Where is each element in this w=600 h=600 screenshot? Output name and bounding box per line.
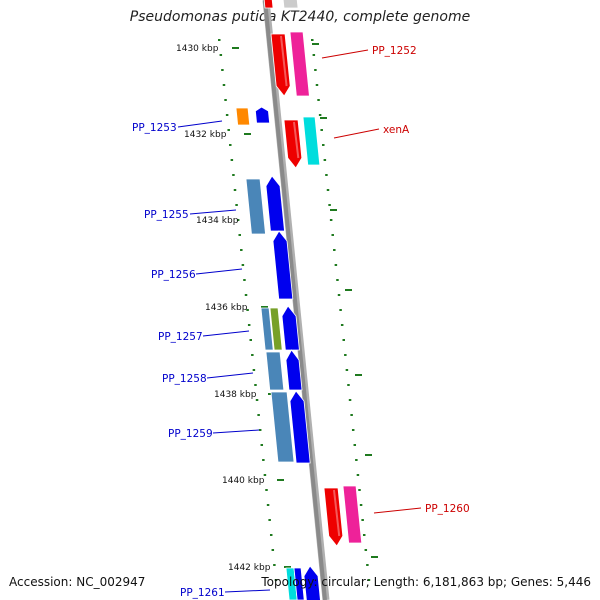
gene-bar-reverse (270, 391, 295, 463)
gene-bar (263, 0, 274, 9)
gene-arrow-reverse (303, 565, 321, 600)
gene-label-reverse: PP_1256 (151, 269, 196, 281)
gene-label-leader (212, 429, 260, 434)
gene-arrow-forward (283, 119, 303, 169)
reverse-strand-features (235, 106, 321, 600)
reverse-strand-guide (218, 39, 278, 581)
scale-tick-label: 1436 kbp (205, 303, 248, 313)
gene-bar-forward (342, 485, 363, 544)
scale-tick-label: 1432 kbp (184, 130, 227, 140)
gene-label-forward: xenA (383, 124, 410, 136)
gene-label-leader (373, 507, 422, 514)
gene-label-reverse: PP_1253 (132, 122, 177, 134)
gene-arrow-forward (323, 487, 344, 547)
gene-label-reverse: PP_1255 (144, 209, 189, 221)
forward-strand-guide (311, 39, 378, 581)
accession-text: Accession: NC_002947 (9, 575, 146, 589)
gene-bar-reverse (260, 307, 274, 351)
gene-bar-forward (289, 31, 310, 97)
gene-arrow-reverse (272, 230, 294, 300)
gene-label-leader (195, 268, 243, 275)
scale-tick-label: 1438 kbp (214, 390, 257, 400)
gene-bar-reverse (293, 567, 305, 600)
gene-bar-forward (302, 116, 321, 166)
gene-label-leader (189, 209, 237, 215)
gene-label-leader (177, 120, 223, 128)
gene-bar-reverse (265, 351, 285, 391)
genome-info-text: Topology: circular; Length: 6,181,863 bp… (261, 575, 591, 589)
gene-bar (282, 0, 299, 9)
gene-label-leader (224, 589, 271, 593)
gene-arrow-reverse (265, 175, 285, 232)
gene-label-leader (333, 128, 380, 139)
scale-tick-label: 1440 kbp (222, 476, 265, 486)
gene-arrow-forward-highlight (293, 121, 300, 159)
gene-label-forward: PP_1260 (425, 503, 470, 515)
scale-tick-label: 1434 kbp (196, 216, 239, 226)
gene-label-leader (202, 330, 250, 337)
gene-label-reverse: PP_1257 (158, 331, 203, 343)
gene-bar-reverse (235, 107, 251, 126)
gene-label-reverse: PP_1261 (180, 587, 225, 599)
gene-arrow-forward-highlight (280, 35, 288, 87)
forward-strand-features (263, 0, 363, 547)
gene-label-reverse: PP_1259 (168, 428, 213, 440)
gene-bar-reverse (245, 178, 266, 235)
gene-arrow-reverse (285, 349, 303, 391)
scale-tick-label: 1442 kbp (228, 563, 271, 573)
genome-title: Pseudomonas putida KT2440, complete geno… (129, 9, 471, 25)
gene-arrow-reverse (289, 390, 311, 464)
gene-label-forward: PP_1252 (372, 45, 417, 57)
gene-label-leader (206, 372, 254, 379)
gene-label-leader (321, 49, 369, 59)
gene-arrow-forward-highlight (333, 489, 341, 537)
gene-label-reverse: PP_1258 (162, 373, 207, 385)
genome-backbone (263, 0, 327, 600)
scale-tick-label: 1430 kbp (176, 44, 219, 54)
gene-arrow-reverse (254, 106, 271, 124)
gene-arrow-forward (270, 33, 291, 97)
gene-bar-reverse (269, 307, 283, 351)
gene-arrow-reverse (281, 305, 300, 351)
